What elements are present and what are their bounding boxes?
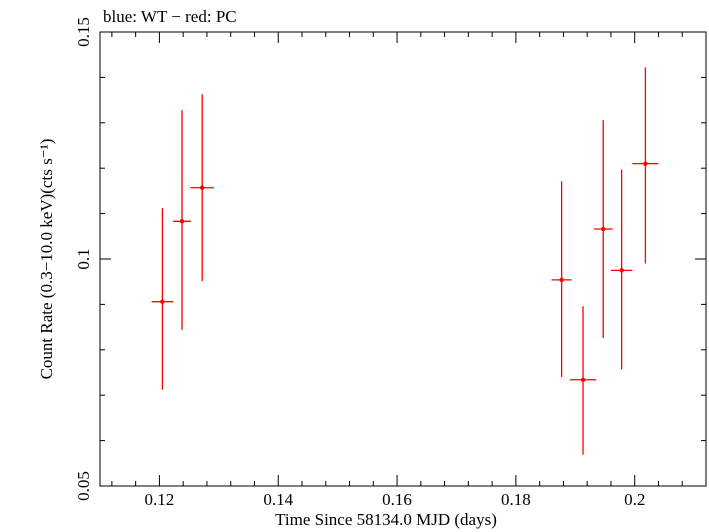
data-point xyxy=(151,208,174,390)
x-tick-label: 0.2 xyxy=(624,490,645,509)
plot-frame xyxy=(99,31,707,487)
point-marker xyxy=(199,185,205,190)
x-axis-label: Time Since 58134.0 MJD (days) xyxy=(275,510,497,529)
x-tick-label: 0.16 xyxy=(382,490,412,509)
point-marker xyxy=(580,377,586,382)
x-axis: 0.12 0.14 0.16 0.18 0.2 xyxy=(111,32,707,509)
point-marker xyxy=(619,268,624,273)
data-point xyxy=(610,169,633,370)
data-point xyxy=(632,67,659,264)
point-marker xyxy=(643,161,648,166)
point-marker xyxy=(179,219,185,224)
y-tick-label: 0.1 xyxy=(74,248,93,269)
x-tick-label: 0.18 xyxy=(501,490,531,509)
y-axis-label: Count Rate (0.3−10.0 keV)(cts s⁻¹) xyxy=(37,139,56,380)
data-point xyxy=(593,120,613,338)
y-tick-label: 0.15 xyxy=(74,17,93,47)
point-marker xyxy=(160,299,165,304)
point-marker xyxy=(601,226,606,232)
x-tick-label: 0.14 xyxy=(263,490,293,509)
chart-title: blue: WT − red: PC xyxy=(103,7,237,26)
data-point xyxy=(173,110,191,330)
point-marker xyxy=(559,277,564,283)
y-axis: 0.05 0.1 0.15 xyxy=(74,17,706,501)
x-tick-label: 0.12 xyxy=(145,490,175,509)
data-point xyxy=(190,94,215,282)
data-point xyxy=(569,306,597,455)
data-point xyxy=(551,181,572,378)
y-tick-label: 0.05 xyxy=(74,471,93,501)
pc-series xyxy=(151,67,659,455)
